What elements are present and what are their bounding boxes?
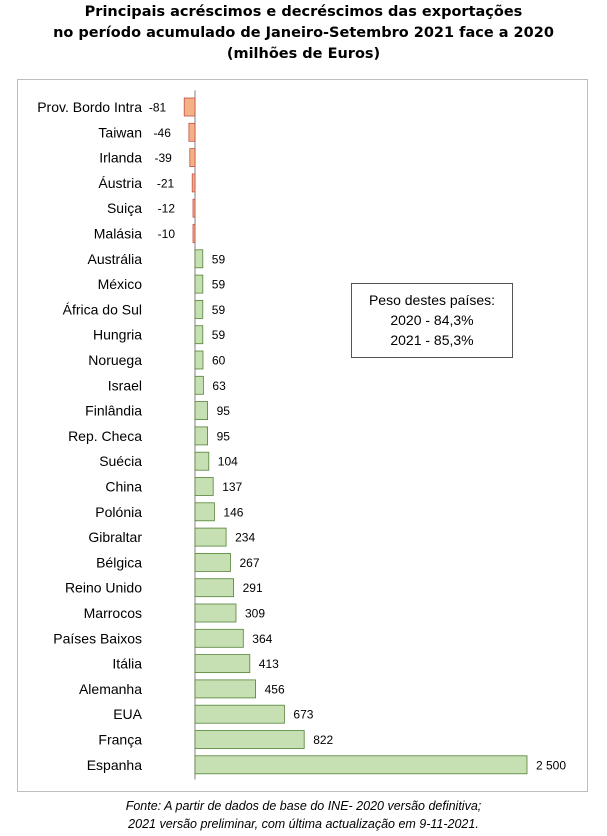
bar: [183, 97, 196, 117]
category-label: Finlândia: [85, 403, 142, 419]
bar: [194, 628, 244, 648]
bar: [194, 325, 204, 345]
category-label: Países Baixos: [53, 630, 142, 646]
category-label: Bélgica: [96, 554, 142, 570]
chart-title: Principais acréscimos e decréscimos das …: [0, 2, 607, 65]
bar: [194, 426, 209, 446]
data-label: 413: [259, 657, 279, 671]
data-label: 137: [222, 480, 242, 494]
bar: [194, 299, 204, 319]
data-label: -12: [158, 202, 176, 216]
bar: [192, 198, 196, 218]
category-label: Israel: [108, 377, 142, 393]
data-label: 59: [212, 278, 226, 292]
chart-title-line-2: no período acumulado de Janeiro-Setembro…: [53, 25, 554, 41]
bar: [194, 730, 305, 749]
category-label: Rep. Checa: [68, 428, 142, 444]
bar: [194, 603, 237, 623]
bar: [194, 527, 227, 547]
category-label: França: [98, 732, 142, 748]
category-label: Espanha: [87, 757, 142, 773]
category-label: Marrocos: [84, 605, 142, 621]
data-label: 456: [265, 682, 285, 696]
category-label: Taiwan: [98, 124, 142, 140]
data-label: -39: [154, 151, 172, 165]
bar: [194, 502, 215, 522]
category-label: Prov. Bordo Intra: [37, 99, 142, 115]
chart-title-line-3: (milhões de Euros): [226, 46, 381, 62]
data-label: 59: [212, 328, 226, 342]
category-label: África do Sul: [63, 301, 142, 317]
category-label: Itália: [112, 656, 142, 672]
chart-title-line-1: Principais acréscimos e decréscimos das …: [84, 4, 523, 20]
category-label: Alemanha: [79, 681, 142, 697]
category-label: China: [105, 479, 142, 495]
category-label: Austrália: [88, 251, 143, 267]
source-footnote: Fonte: A partir de dados de base do INE-…: [0, 797, 607, 833]
data-label: 673: [293, 708, 313, 722]
data-label: 60: [212, 354, 226, 368]
data-label: 2 500: [536, 758, 566, 772]
bar: [194, 755, 528, 775]
data-label: -46: [154, 126, 172, 140]
category-label: Gibraltar: [88, 529, 142, 545]
data-label: 234: [235, 531, 255, 545]
bar: [191, 173, 196, 193]
weight-note-line-2: 2020 - 84,3%: [390, 312, 474, 328]
bar: [194, 401, 209, 421]
bar: [194, 249, 204, 269]
bar: [194, 704, 285, 724]
bar: [194, 451, 210, 471]
category-label: Reino Unido: [65, 580, 142, 596]
bar: [189, 148, 196, 168]
weight-note-line-3: 2021 - 85,3%: [390, 332, 474, 348]
category-label: Suécia: [99, 453, 142, 469]
bar: [192, 224, 196, 243]
bar: [194, 375, 204, 395]
data-label: 63: [212, 379, 226, 393]
category-label: Noruega: [88, 352, 142, 368]
weight-note-line-1: Peso destes países:: [368, 292, 496, 308]
weight-note-box: Peso destes países: 2020 - 84,3% 2021 - …: [351, 283, 513, 358]
category-label: EUA: [113, 706, 142, 722]
data-label: 59: [212, 303, 226, 317]
bar: [194, 654, 251, 673]
category-label: Hungria: [93, 327, 142, 343]
source-footnote-line-2: 2021 versão preliminar, com última actua…: [128, 817, 479, 831]
bar: [194, 350, 204, 370]
category-label: Áustria: [98, 175, 142, 191]
bar: [194, 477, 214, 496]
bar: [194, 578, 234, 598]
bar: [194, 679, 256, 699]
data-label: 309: [245, 607, 265, 621]
bar: [188, 122, 196, 142]
source-footnote-line-1: Fonte: A partir de dados de base do INE-…: [125, 799, 482, 813]
data-label: 95: [217, 429, 231, 443]
chart-frame: [17, 79, 588, 792]
data-label: 104: [218, 455, 238, 469]
data-label: -10: [158, 227, 176, 241]
category-label: Malásia: [94, 226, 142, 242]
data-label: 59: [212, 252, 226, 266]
category-label: Polónia: [95, 504, 142, 520]
data-label: 95: [217, 404, 231, 418]
data-label: -81: [149, 101, 167, 115]
data-label: 291: [243, 581, 263, 595]
category-label: Suiça: [107, 200, 142, 216]
data-label: 267: [240, 556, 260, 570]
data-label: -21: [157, 176, 175, 190]
category-label: Irlanda: [99, 150, 142, 166]
bar: [194, 553, 231, 572]
bar: [194, 274, 204, 294]
category-label: México: [98, 276, 143, 292]
data-label: 146: [223, 505, 243, 519]
data-label: 822: [313, 733, 333, 747]
data-label: 364: [252, 632, 272, 646]
